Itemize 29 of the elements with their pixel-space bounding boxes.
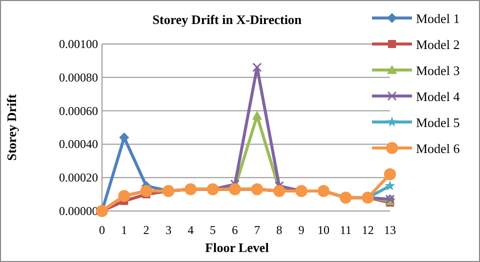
y-tick-label: 0.00080 (59, 70, 98, 84)
x-tick-label: 3 (165, 223, 172, 237)
x-tick-label: 8 (276, 223, 282, 237)
x-tick-label: 11 (340, 223, 352, 237)
y-tick-label: 0.00100 (59, 37, 98, 51)
x-axis-title: Floor Level (205, 240, 270, 255)
x-tick-label: 13 (384, 223, 396, 237)
x-tick-label: 6 (232, 223, 238, 237)
y-axis-title: Storey Drift (4, 94, 19, 161)
x-tick-label: 9 (298, 223, 304, 237)
x-tick-label: 1 (121, 223, 128, 237)
x-tick-label: 7 (254, 223, 260, 237)
y-tick-label: 0.00020 (59, 170, 98, 185)
x-tick-label: 0 (99, 223, 105, 237)
y-tick-label: 0.00060 (59, 104, 98, 118)
legend-label: Model 2 (416, 37, 460, 52)
x-tick-label: 12 (362, 223, 374, 237)
legend-label: Model 3 (416, 63, 460, 78)
x-tick-label: 4 (188, 223, 194, 237)
y-tick-label: 0.00000 (59, 204, 98, 218)
legend-label: Model 4 (416, 89, 460, 104)
x-tick-label: 10 (318, 223, 330, 237)
legend-label: Model 5 (416, 115, 460, 130)
y-tick-label: 0.00040 (59, 137, 98, 152)
x-tick-label: 2 (143, 223, 150, 237)
legend-label: Model 1 (416, 11, 460, 26)
x-tick-label: 5 (210, 223, 216, 237)
legend-label: Model 6 (416, 141, 460, 156)
chart-title: Storey Drift in X-Direction (152, 12, 302, 27)
